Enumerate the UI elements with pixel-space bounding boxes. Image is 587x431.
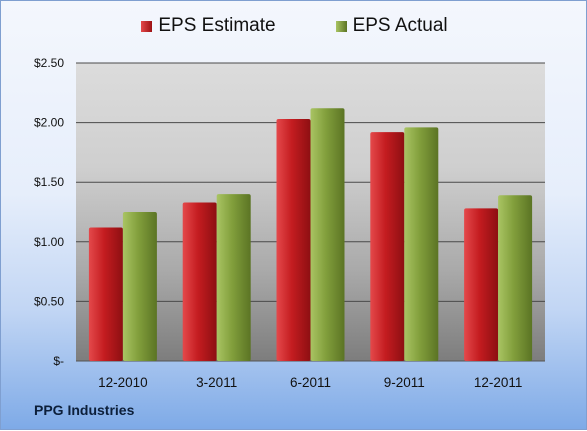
legend-item-actual: EPS Actual [335, 15, 448, 37]
bars [88, 108, 533, 362]
y-tick-label: $0.50 [34, 294, 64, 308]
x-tick-label: 12-2011 [474, 375, 523, 390]
legend-label-actual: EPS Actual [352, 15, 448, 36]
bar-eps-estimate [276, 119, 311, 361]
x-tick-label: 12-2010 [98, 375, 148, 390]
bar-eps-actual [216, 194, 251, 361]
x-tick-label: 6-2011 [290, 375, 331, 390]
bar-eps-actual [122, 212, 157, 361]
legend-label-estimate: EPS Estimate [158, 15, 276, 36]
y-tick-label: $2.00 [34, 116, 64, 130]
legend-item-estimate: EPS Estimate [141, 15, 276, 37]
y-tick-label: $1.50 [34, 175, 64, 189]
bar-eps-actual [404, 127, 439, 361]
x-axis-ticks: 12-2010 3-2011 6-2011 9-2011 12-2011 [98, 375, 522, 390]
x-tick-label: 9-2011 [384, 375, 425, 390]
legend: EPS Estimate EPS Actual [1, 15, 587, 37]
legend-swatch-actual [335, 20, 347, 32]
company-label: PPG Industries [34, 402, 135, 418]
y-tick-label: $2.50 [34, 56, 64, 70]
bar-eps-actual [498, 195, 533, 361]
legend-swatch-estimate [141, 20, 153, 32]
y-axis-ticks: $- $0.50 $1.00 $1.50 $2.00 $2.50 [34, 56, 64, 368]
bar-eps-estimate [370, 132, 405, 361]
bar-eps-estimate [88, 227, 123, 361]
y-tick-label: $- [53, 354, 64, 368]
y-tick-label: $1.00 [34, 235, 64, 249]
bar-eps-estimate [464, 208, 499, 361]
bar-eps-estimate [182, 202, 217, 361]
x-tick-label: 3-2011 [196, 375, 237, 390]
bar-eps-actual [310, 108, 345, 362]
